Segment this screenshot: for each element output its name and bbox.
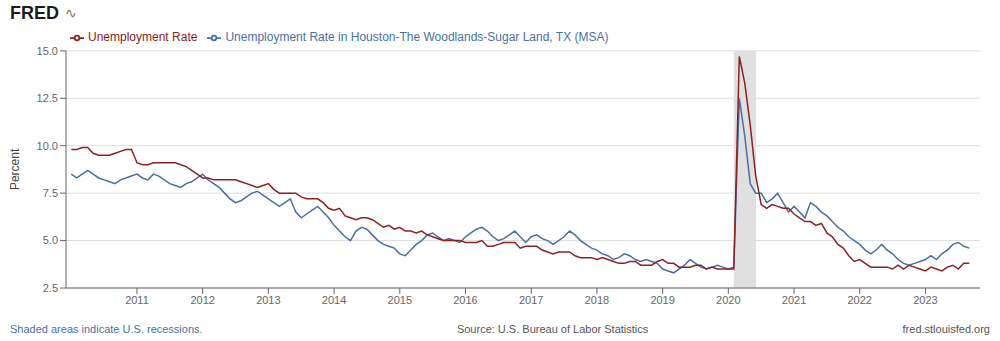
svg-text:2015: 2015 — [388, 294, 412, 306]
svg-text:2023: 2023 — [913, 294, 937, 306]
html-text:Shaded areas indicate U.S. rec: Shaded areas indicate U.S. recessions. — [10, 322, 203, 335]
svg-text:2014: 2014 — [322, 294, 346, 306]
html-text:Source: U.S. Bureau of Labor S: Source: U.S. Bureau of Labor Statistics — [456, 322, 649, 335]
html-text:Unemployment Rate: Unemployment Rate — [88, 30, 198, 44]
html-text:fred.stlouisfed.org: fred.stlouisfed.org — [902, 322, 990, 335]
svg-text:2020: 2020 — [716, 294, 740, 306]
svg-text:12.5: 12.5 — [37, 92, 58, 104]
html-text:FRED ∿: FRED ∿ — [10, 2, 77, 23]
svg-text:2019: 2019 — [650, 294, 674, 306]
svg-text:5.0: 5.0 — [43, 234, 58, 246]
svg-text:2018: 2018 — [585, 294, 609, 306]
svg-text:15.0: 15.0 — [37, 45, 58, 57]
svg-text:2012: 2012 — [190, 294, 214, 306]
svg-text:2021: 2021 — [782, 294, 806, 306]
svg-text:Percent: Percent — [8, 148, 22, 190]
svg-text:2022: 2022 — [848, 294, 872, 306]
html-text:Unemployment Rate in Houston-T: Unemployment Rate in Houston-The Woodlan… — [225, 30, 609, 44]
svg-text:2013: 2013 — [256, 294, 280, 306]
svg-text:2017: 2017 — [519, 294, 543, 306]
svg-text:10.0: 10.0 — [37, 140, 58, 152]
svg-text:2016: 2016 — [453, 294, 477, 306]
svg-text:2011: 2011 — [125, 294, 149, 306]
svg-text:7.5: 7.5 — [43, 187, 58, 199]
svg-text:2.5: 2.5 — [43, 282, 58, 294]
